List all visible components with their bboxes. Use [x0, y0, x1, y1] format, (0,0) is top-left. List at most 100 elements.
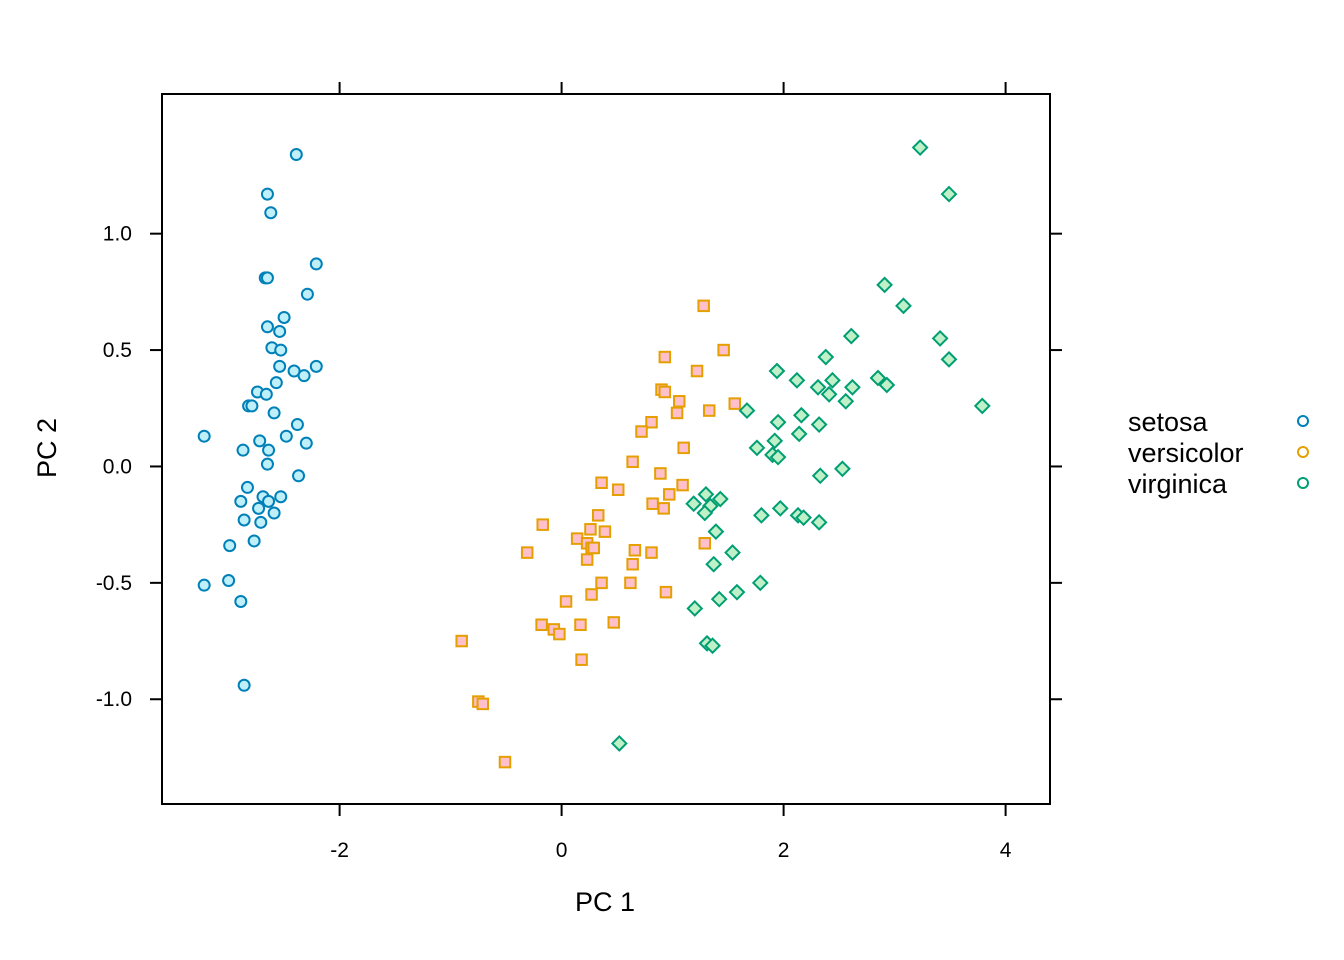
- virginica-point: [769, 413, 787, 431]
- legend-label-versicolor: versicolor: [1128, 438, 1244, 468]
- setosa-point: [274, 343, 288, 357]
- virginica-point: [809, 378, 827, 396]
- setosa-point: [236, 443, 250, 457]
- virginica-point: [610, 735, 628, 752]
- setosa-point: [309, 359, 323, 373]
- versicolor-point: [626, 455, 639, 469]
- virginica-point: [686, 600, 704, 617]
- setosa-point: [252, 501, 266, 515]
- legend-label-virginica: virginica: [1128, 469, 1228, 499]
- virginica-point: [705, 555, 723, 573]
- versicolor-point: [498, 755, 512, 769]
- versicolor-point: [598, 525, 612, 538]
- series-setosa: [197, 148, 323, 692]
- virginica-point: [696, 504, 714, 522]
- setosa-point: [289, 148, 303, 162]
- y-tick-label: -0.5: [96, 572, 132, 595]
- setosa-point: [264, 206, 278, 220]
- virginica-point: [697, 485, 715, 503]
- versicolor-point: [520, 546, 534, 559]
- versicolor-point: [607, 616, 621, 629]
- virginica-point: [842, 327, 860, 345]
- versicolor-point: [575, 653, 588, 666]
- virginica-point: [795, 509, 812, 527]
- setosa-point: [262, 443, 276, 457]
- virginica-point: [766, 432, 784, 450]
- y-tick-label: 0.5: [103, 339, 132, 362]
- versicolor-point: [728, 397, 742, 410]
- virginica-point: [748, 439, 766, 457]
- plot-panel: [161, 93, 1051, 805]
- setosa-point: [222, 574, 236, 588]
- setosa-point: [299, 436, 313, 450]
- legend-key-versicolor: [1297, 446, 1309, 458]
- versicolor-point: [658, 385, 672, 399]
- y-tick-label: 0.0: [103, 455, 132, 478]
- virginica-point: [940, 185, 958, 203]
- versicolor-point: [626, 557, 639, 571]
- virginica-point: [820, 385, 838, 403]
- setosa-point: [197, 578, 211, 592]
- versicolor-point: [595, 476, 608, 490]
- setosa-point: [300, 287, 314, 301]
- versicolor-point: [535, 618, 548, 632]
- setosa-point: [240, 480, 254, 494]
- setosa-point: [269, 376, 283, 390]
- versicolor-point: [476, 697, 490, 711]
- setosa-point: [290, 418, 304, 432]
- versicolor-point: [673, 395, 686, 408]
- series-virginica: [610, 139, 991, 752]
- x-axis-title: PC 1: [575, 887, 635, 917]
- versicolor-point: [587, 541, 601, 555]
- virginica-point: [769, 448, 787, 466]
- virginica-point: [895, 297, 912, 315]
- setosa-point: [274, 490, 288, 504]
- setosa-point: [260, 187, 274, 201]
- versicolor-point: [624, 576, 637, 590]
- virginica-point: [811, 467, 829, 485]
- virginica-point: [817, 348, 835, 366]
- virginica-point: [788, 371, 806, 389]
- versicolor-point: [645, 415, 658, 429]
- versicolor-point: [690, 364, 704, 378]
- versicolor-point: [646, 497, 659, 510]
- versicolor-point: [676, 478, 689, 492]
- virginica-point: [792, 406, 810, 424]
- plot-frame: [161, 93, 1051, 805]
- setosa-point: [277, 310, 291, 324]
- setosa-point: [237, 513, 251, 527]
- versicolor-point: [585, 588, 598, 601]
- setosa-point: [223, 539, 237, 553]
- setosa-point: [297, 369, 311, 383]
- x-tick-label: 4: [1000, 839, 1012, 862]
- setosa-point: [253, 434, 267, 448]
- legend-key-setosa: [1297, 415, 1309, 427]
- virginica-point: [704, 637, 721, 655]
- virginica-point: [751, 574, 769, 592]
- x-tick-label: 2: [778, 839, 790, 862]
- setosa-point: [237, 678, 251, 692]
- virginica-point: [738, 402, 756, 420]
- virginica-point: [810, 416, 828, 433]
- axis-ticks: -2 0 2 4 -1.0 -0.5 0.0 0.5 1.0: [96, 82, 1062, 862]
- setosa-point: [234, 494, 248, 508]
- virginica-point: [728, 583, 746, 601]
- virginica-point: [711, 490, 729, 508]
- setosa-point: [292, 469, 306, 483]
- virginica-point: [724, 544, 741, 562]
- virginica-point: [752, 506, 770, 524]
- setosa-point: [260, 457, 274, 471]
- versicolor-point: [657, 502, 670, 515]
- setosa-point: [273, 324, 287, 338]
- versicolor-point: [702, 404, 716, 417]
- virginica-point: [685, 495, 703, 513]
- virginica-point: [973, 397, 991, 415]
- virginica-point: [790, 425, 808, 443]
- virginica-point: [869, 369, 887, 387]
- versicolor-point: [455, 634, 468, 648]
- y-axis-title: PC 2: [32, 418, 62, 478]
- versicolor-point: [697, 299, 710, 313]
- versicolor-point: [628, 544, 642, 557]
